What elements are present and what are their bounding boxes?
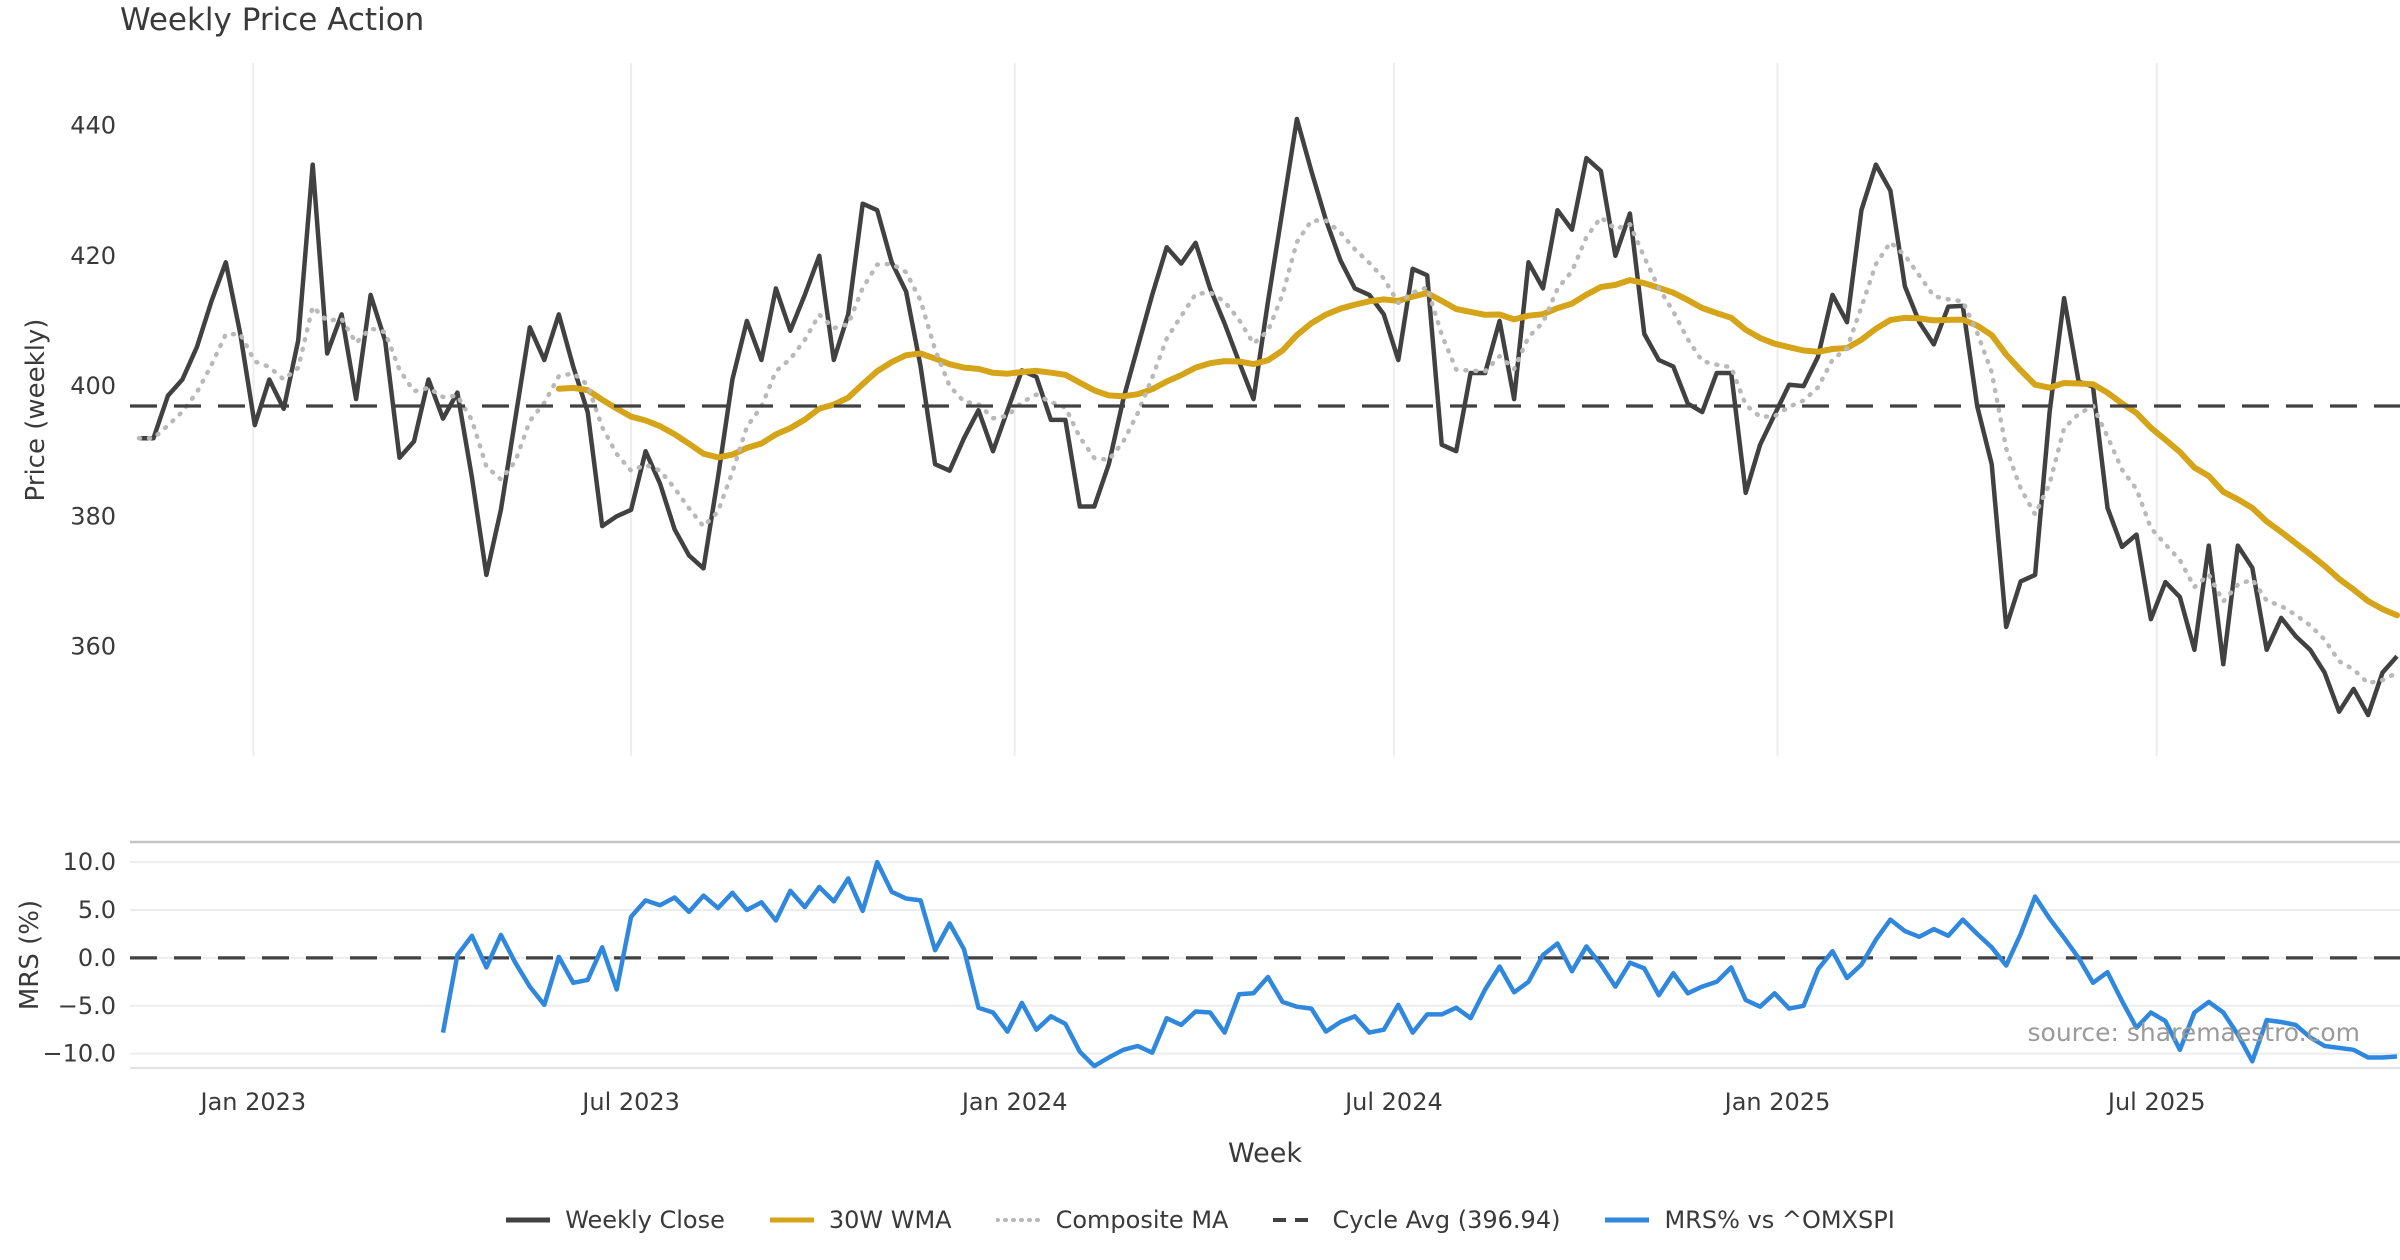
- mrs-axis-label: MRS (%): [15, 899, 45, 1011]
- legend-item-label: MRS% vs ^OMXSPI: [1664, 1206, 1895, 1234]
- x-tick-label: Jul 2025: [2106, 1088, 2206, 1116]
- legend-item: Weekly Close: [505, 1206, 725, 1234]
- legend-item-label: Cycle Avg (396.94): [1332, 1206, 1561, 1234]
- legend-swatch-solid-icon: [1605, 1217, 1650, 1223]
- series-mrs: [440, 859, 2398, 1069]
- source-watermark: source: sharemaestro.com: [2027, 1018, 2361, 1047]
- price-axis-label: Price (weekly): [21, 318, 51, 502]
- x-tick-label: Jul 2024: [1343, 1088, 1443, 1116]
- mrs-ytick-label: 5.0: [78, 896, 116, 924]
- legend: Weekly Close 30W WMA Composite MA Cycle Avg…: [0, 1206, 2400, 1234]
- x-tick-label: Jul 2023: [580, 1088, 680, 1116]
- legend-swatch-solid-icon: [506, 1217, 551, 1223]
- legend-item-label: Weekly Close: [565, 1206, 725, 1234]
- legend-swatch-solid-icon: [769, 1217, 814, 1223]
- legend-item-label: 30W WMA: [828, 1206, 952, 1234]
- price-ytick-label: 420: [70, 242, 116, 270]
- series-30w-wma: [555, 277, 2400, 619]
- mrs-ytick-label: −10.0: [42, 1040, 116, 1068]
- chart-title: Weekly Price Action: [120, 2, 425, 38]
- legend-item: 30W WMA: [769, 1206, 952, 1234]
- legend-item: MRS% vs ^OMXSPI: [1604, 1206, 1895, 1234]
- x-tick-label: Jan 2023: [198, 1088, 306, 1116]
- x-axis-label: Week: [1228, 1138, 1302, 1169]
- series-weekly-close: [139, 116, 2399, 718]
- price-ytick-label: 440: [70, 112, 116, 140]
- mrs-ytick-label: 10.0: [63, 848, 116, 876]
- legend-item-label: Composite MA: [1055, 1206, 1229, 1234]
- legend-swatch-dotted-icon: [995, 1218, 1042, 1222]
- x-tick-label: Jan 2024: [960, 1088, 1068, 1116]
- price-ytick-label: 360: [70, 633, 116, 661]
- legend-item: Cycle Avg (396.94): [1272, 1206, 1560, 1234]
- price-ytick-label: 400: [70, 372, 116, 400]
- mrs-ytick-label: −5.0: [58, 992, 116, 1020]
- series-composite-ma: [136, 215, 2400, 686]
- price-ytick-label: 380: [70, 502, 116, 530]
- legend-swatch-dashed-icon: [1273, 1218, 1318, 1222]
- mrs-ytick-label: 0.0: [78, 944, 116, 972]
- legend-item: Composite MA: [995, 1206, 1229, 1234]
- x-tick-label: Jan 2025: [1723, 1088, 1831, 1116]
